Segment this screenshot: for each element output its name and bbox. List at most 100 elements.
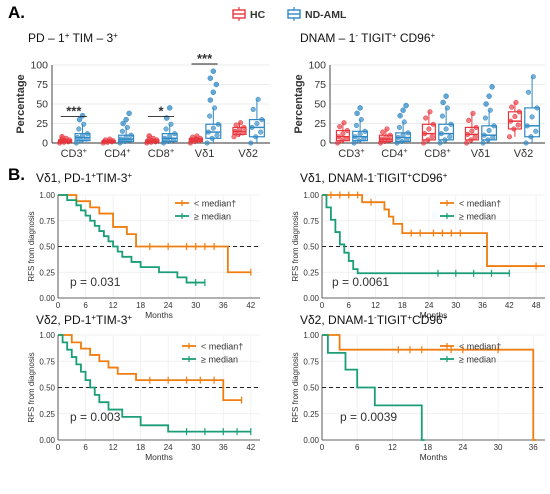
data-point — [487, 107, 493, 113]
km-legend-label: ≥ median — [459, 212, 496, 222]
data-point — [214, 132, 220, 138]
data-point — [119, 128, 125, 134]
data-point — [437, 140, 443, 146]
y-tick-label: 1.00 — [39, 191, 55, 200]
data-point — [380, 129, 386, 135]
y-tick-label: 25 — [314, 118, 326, 130]
data-point — [485, 137, 491, 143]
y-tick-label: 0.75 — [303, 357, 319, 366]
y-tick-label: 0.00 — [39, 294, 55, 303]
x-tick-label: 12 — [109, 301, 118, 310]
x-axis-label: Months — [145, 452, 173, 462]
data-point — [379, 136, 385, 142]
x-tick-label: 0 — [56, 443, 61, 452]
x-tick-label: 24 — [164, 301, 173, 310]
data-point — [439, 113, 445, 119]
y-tick-label: 0.00 — [303, 294, 319, 303]
data-point — [506, 134, 513, 140]
data-point — [123, 134, 129, 140]
data-point — [78, 138, 84, 144]
data-point — [470, 110, 476, 116]
y-tick-label: 50 — [314, 99, 326, 111]
x-tick-label: 24 — [164, 443, 173, 452]
data-point — [209, 135, 215, 141]
y-tick-label: 0.00 — [303, 436, 319, 445]
box-title-pd1: PD – 1+ TIM – 3+ — [28, 31, 118, 46]
y-tick-label: 50 — [36, 99, 48, 111]
data-point — [443, 126, 449, 132]
km-curve — [58, 194, 205, 284]
data-point — [340, 131, 346, 137]
x-tick-label: 12 — [388, 443, 397, 452]
data-point — [253, 134, 259, 140]
data-point — [533, 128, 539, 134]
km-pvalue: p = 0.031 — [70, 275, 121, 289]
x-tick-label: 6 — [83, 443, 88, 452]
outlier-point — [207, 97, 214, 103]
data-point — [231, 134, 237, 140]
outlier-point — [400, 107, 406, 113]
y-tick-label: 0.50 — [303, 384, 319, 393]
data-point — [250, 106, 256, 113]
outlier-point — [357, 105, 363, 111]
y-tick-label: 0.50 — [39, 243, 55, 252]
panel-b-label: B. — [8, 165, 25, 184]
data-point — [444, 105, 450, 111]
outlier-point — [120, 120, 126, 127]
y-axis-label: RFS from diagnosis — [291, 352, 300, 422]
data-point — [525, 89, 531, 95]
legend-label: HC — [250, 9, 266, 21]
outlier-point — [440, 99, 446, 106]
legend-group: HC ND-AML — [232, 7, 347, 21]
data-point — [210, 125, 216, 131]
data-point — [162, 135, 168, 141]
data-point — [84, 131, 91, 137]
data-point — [509, 104, 515, 110]
data-point — [118, 136, 124, 142]
data-point — [430, 121, 436, 127]
data-point — [232, 128, 238, 134]
km-curve — [58, 194, 251, 274]
y-tick-label: 0.25 — [303, 268, 319, 277]
data-point — [73, 140, 79, 146]
data-point — [241, 124, 247, 130]
data-point — [473, 124, 479, 130]
x-tick-label: 30 — [191, 443, 200, 452]
y-tick-label: 0 — [320, 138, 326, 150]
data-point — [362, 128, 368, 134]
data-point — [491, 123, 497, 129]
data-point — [511, 126, 517, 132]
x-tick-label: 0 — [56, 301, 61, 310]
data-point — [255, 96, 261, 102]
data-point — [343, 136, 349, 142]
significance-label: * — [158, 103, 164, 118]
data-point — [107, 136, 113, 142]
km-panel-vd1-pd1: 0.00 0.25 0.50 0.75 1.00 0 6 12 18 24 30 36 42 Months… — [27, 191, 260, 320]
outlier-point — [210, 68, 217, 74]
km-pvalue: p = 0.0039 — [340, 410, 397, 424]
data-point — [168, 121, 174, 127]
data-point — [248, 140, 254, 146]
y-tick-label: 1.00 — [39, 331, 55, 340]
data-point — [336, 134, 342, 140]
outlier-point — [403, 102, 409, 109]
data-point — [344, 127, 350, 134]
data-point — [150, 135, 156, 141]
x-tick-label: 36 — [219, 301, 228, 310]
y-tick-label: 0.50 — [303, 243, 319, 252]
x-tick-label: 18 — [136, 301, 145, 310]
km-title: Vδ1, PD-1+TIM-3+ — [36, 171, 132, 186]
data-point — [102, 137, 108, 143]
km-legend-label: < median† — [459, 342, 501, 352]
data-point — [530, 74, 536, 80]
data-point — [238, 120, 244, 126]
y-tick-label: 100 — [30, 60, 48, 72]
y-axis-label: RFS from diagnosis — [27, 211, 36, 281]
km-curve — [58, 334, 242, 401]
data-point — [170, 137, 176, 143]
panel-a-label: A. — [8, 3, 25, 22]
data-point — [534, 105, 540, 111]
data-point — [405, 130, 411, 136]
